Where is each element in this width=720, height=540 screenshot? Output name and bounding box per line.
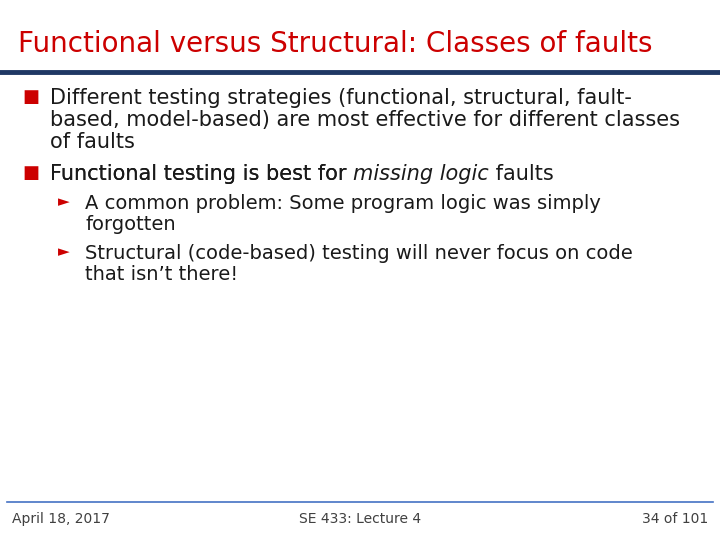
Text: Functional versus Structural: Classes of faults: Functional versus Structural: Classes of… [18, 30, 652, 58]
Text: ■: ■ [22, 164, 39, 182]
Text: Functional testing is best for: Functional testing is best for [50, 164, 353, 184]
Text: of faults: of faults [50, 132, 135, 152]
Text: that isn’t there!: that isn’t there! [85, 265, 238, 284]
Text: forgotten: forgotten [85, 215, 176, 234]
Text: April 18, 2017: April 18, 2017 [12, 512, 110, 526]
Text: 34 of 101: 34 of 101 [642, 512, 708, 526]
Text: SE 433: Lecture 4: SE 433: Lecture 4 [299, 512, 421, 526]
Text: missing logic: missing logic [353, 164, 489, 184]
Text: A common problem: Some program logic was simply: A common problem: Some program logic was… [85, 194, 601, 213]
Text: ►: ► [58, 194, 70, 209]
Text: ■: ■ [22, 88, 39, 106]
Text: faults: faults [489, 164, 554, 184]
Text: Functional testing is best for: Functional testing is best for [50, 164, 353, 184]
Text: ►: ► [58, 244, 70, 259]
Text: Structural (code-based) testing will never focus on code: Structural (code-based) testing will nev… [85, 244, 633, 263]
Text: based, model-based) are most effective for different classes: based, model-based) are most effective f… [50, 110, 680, 130]
Text: Different testing strategies (functional, structural, fault-: Different testing strategies (functional… [50, 88, 632, 108]
